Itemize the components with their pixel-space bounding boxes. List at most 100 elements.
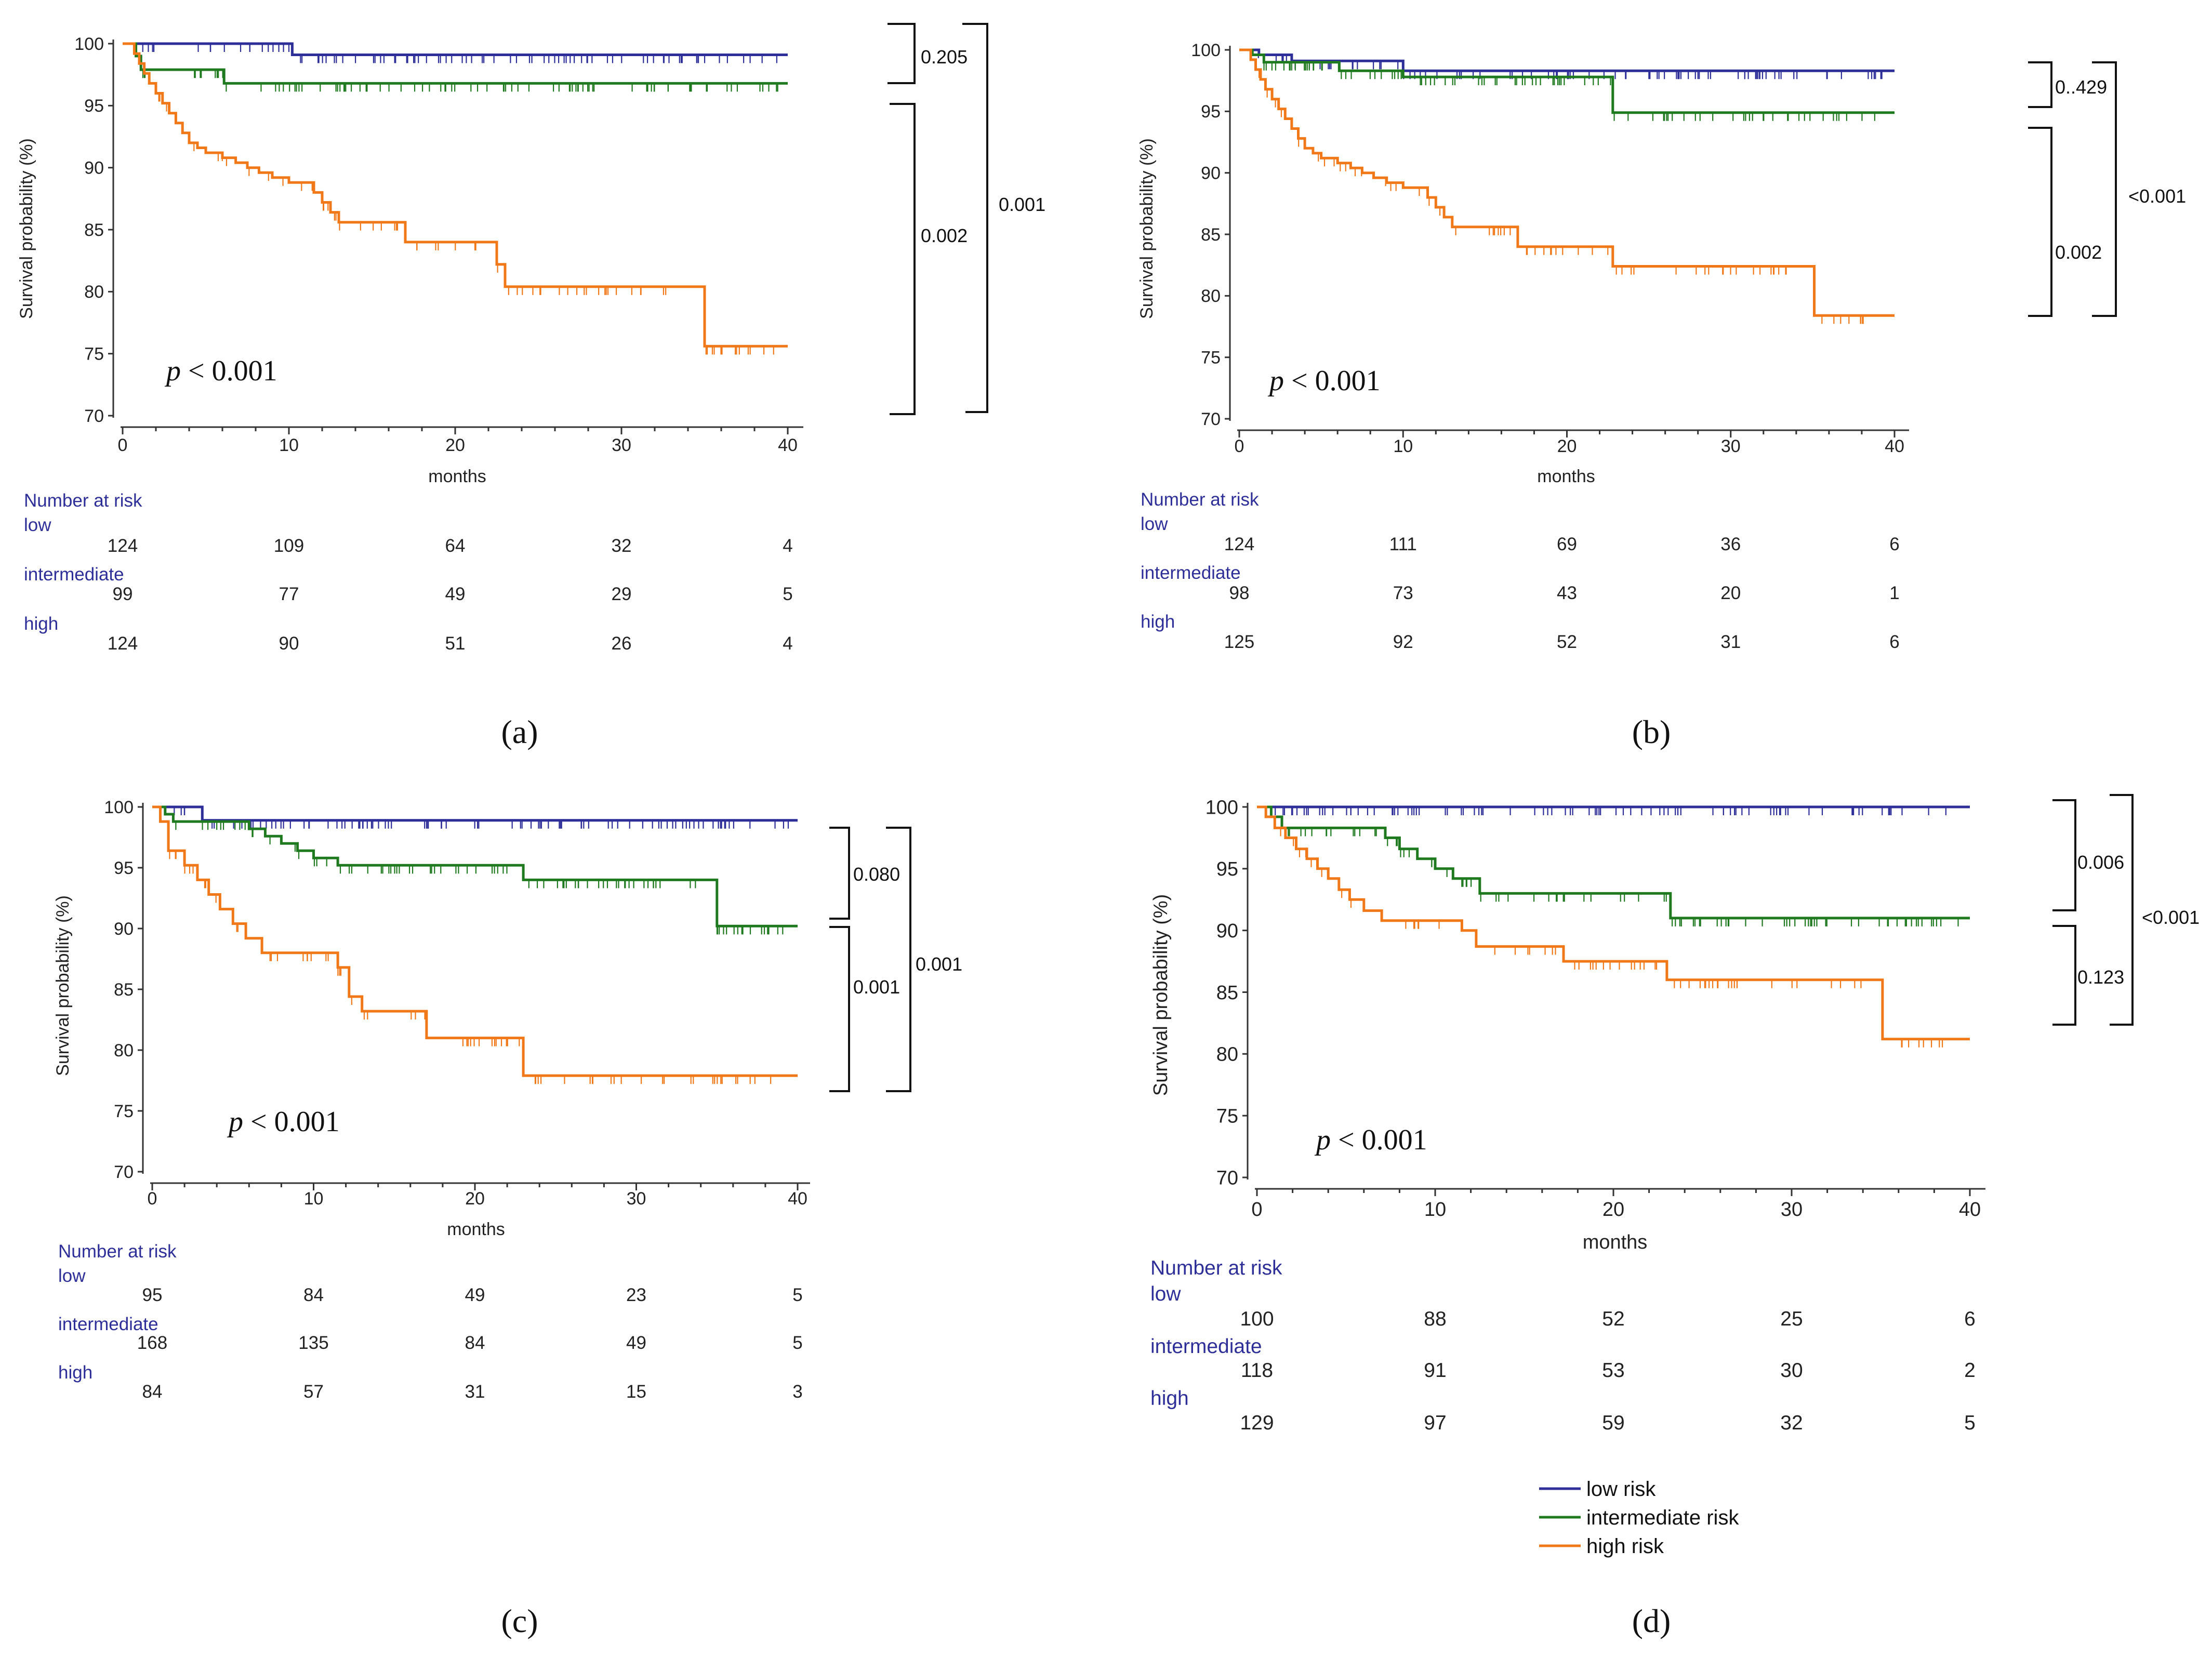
panel-a-risk-label-intermediate: intermediate (24, 564, 124, 585)
risk-count-high: 3 (792, 1382, 802, 1402)
panel-c-risk-label-intermediate: intermediate (58, 1314, 158, 1334)
risk-count-low: 64 (445, 536, 466, 556)
km-line-high (123, 42, 788, 348)
panel-d-p-value: p < 0.001 (1314, 1124, 1427, 1156)
y-tick-label: 75 (84, 344, 104, 364)
y-tick-label: 70 (1216, 1167, 1238, 1189)
y-tick-label: 80 (1201, 286, 1221, 306)
panel-b-xlabel: months (1537, 467, 1595, 486)
risk-count-intermediate: 53 (1602, 1359, 1624, 1382)
panel-a-risk-title: Number at risk (24, 491, 142, 511)
panel-d-risk-title: Number at risk (1150, 1257, 1282, 1279)
panel-c-bracket-low-high: 0.001 (886, 827, 962, 1092)
risk-count-high: 125 (1224, 632, 1254, 652)
panel-c-plot: 70 75 80 85 90 95 100 0 10 20 30 40 (104, 798, 810, 1209)
panel-b-risk-label-intermediate: intermediate (1141, 563, 1241, 583)
risk-count-low: 25 (1780, 1308, 1803, 1330)
x-tick-label: 40 (1885, 436, 1904, 456)
panel-a-bracket-low-high: 0.001 (962, 23, 1045, 413)
km-line-low (123, 42, 788, 56)
y-tick-label: 90 (1216, 920, 1238, 942)
panel-c-risk-label-high: high (58, 1362, 92, 1383)
panel-d-risk-label-intermediate: intermediate (1150, 1335, 1262, 1358)
y-tick-label: 100 (1191, 41, 1221, 60)
risk-count-high: 31 (465, 1382, 485, 1402)
risk-count-intermediate: 30 (1780, 1359, 1803, 1382)
panel-b-bracket-label-2: 0.002 (2055, 242, 2102, 263)
risk-count-intermediate: 91 (1424, 1359, 1446, 1382)
y-tick-label: 70 (114, 1162, 134, 1182)
risk-count-low: 4 (783, 536, 792, 556)
risk-count-intermediate: 73 (1393, 583, 1413, 603)
risk-count-low: 36 (1720, 534, 1741, 554)
panel-b-risk-label-low: low (1141, 514, 1168, 534)
x-tick-label: 20 (465, 1189, 485, 1209)
risk-count-intermediate: 29 (612, 584, 632, 604)
panel-a-ylabel: Survival probability (%) (17, 138, 36, 319)
panel-a-bracket-intermediate-high: 0.002 (890, 103, 968, 415)
x-tick-label: 40 (778, 435, 798, 455)
risk-count-low: 124 (1224, 534, 1254, 554)
x-tick-label: 10 (304, 1189, 324, 1209)
panel-d-bracket-label-1: 0.006 (2077, 852, 2124, 873)
km-line-low (152, 805, 798, 822)
y-tick-label: 75 (114, 1102, 134, 1121)
risk-count-intermediate: 135 (298, 1333, 328, 1353)
panel-a-risk-values: 124 109 64 32 4 99 77 49 29 5 124 90 51 26 4 (108, 536, 793, 654)
panel-c-caption: (c) (501, 1602, 538, 1639)
km-line-high (152, 805, 798, 1077)
x-tick-label: 0 (1251, 1199, 1262, 1221)
km-line-intermediate (1257, 805, 1970, 920)
panel-b-risk-values: 124 111 69 36 6 98 73 43 20 1 125 92 52 31 6 (1224, 534, 1900, 652)
panel-a-xlabel: months (428, 467, 486, 486)
panel-b-ylabel: Survival probability (%) (1137, 138, 1157, 319)
x-tick-label: 10 (1424, 1199, 1446, 1221)
risk-count-low: 6 (1964, 1308, 1976, 1330)
risk-count-intermediate: 168 (137, 1333, 167, 1353)
panel-b-p-value: p < 0.001 (1267, 365, 1381, 397)
risk-count-low: 5 (792, 1285, 802, 1305)
y-tick-label: 75 (1216, 1105, 1238, 1127)
risk-count-low: 111 (1389, 534, 1417, 554)
risk-count-high: 90 (279, 633, 299, 654)
y-tick-label: 85 (114, 980, 134, 1000)
y-tick-label: 85 (84, 220, 104, 240)
risk-count-low: 88 (1424, 1308, 1446, 1330)
panel-b-bracket-low-intermediate: 0..429 (2028, 61, 2107, 108)
km-line-intermediate (1239, 48, 1895, 114)
panel-d-risk-values: 100 88 52 25 6 118 91 53 30 2 129 97 59 32 5 (1240, 1308, 1975, 1434)
km-line-low (1239, 48, 1895, 72)
risk-count-intermediate: 5 (783, 584, 792, 604)
legend-label-low: low risk (1586, 1478, 1656, 1501)
y-tick-label: 80 (114, 1041, 134, 1061)
x-tick-label: 0 (118, 435, 128, 455)
risk-count-intermediate: 98 (1229, 583, 1250, 603)
risk-count-high: 51 (445, 633, 466, 654)
panel-c: 70 75 80 85 90 95 100 0 10 20 30 40 Survival probab… (53, 798, 962, 1639)
legend-label-high: high risk (1586, 1535, 1664, 1558)
panel-d-plot: 70 75 80 85 90 95 100 0 10 20 30 40 (1206, 797, 1985, 1221)
risk-count-high: 84 (142, 1382, 163, 1402)
risk-count-low: 69 (1557, 534, 1577, 554)
risk-count-high: 57 (303, 1382, 324, 1402)
panel-d-bracket-label-3: <0.001 (2142, 907, 2200, 928)
panel-b-bracket-low-high: <0.001 (2092, 61, 2186, 317)
x-tick-label: 30 (612, 435, 631, 455)
panel-b: 70 75 80 85 90 95 100 0 10 20 30 40 Survival probab… (1137, 41, 2186, 750)
y-tick-label: 80 (1216, 1044, 1238, 1066)
panel-a-bracket-label-3: 0.001 (999, 194, 1045, 215)
x-tick-label: 0 (1235, 436, 1244, 456)
panel-b-caption: (b) (1632, 713, 1671, 750)
risk-count-low: 52 (1602, 1308, 1624, 1330)
panel-a: 70 75 80 85 90 95 100 0 10 20 30 40 Survival probab… (17, 23, 1045, 750)
x-tick-label: 10 (1393, 436, 1413, 456)
panel-d-bracket-label-2: 0.123 (2077, 966, 2124, 988)
legend: low risk intermediate risk high risk (1539, 1478, 1739, 1558)
km-line-intermediate (152, 805, 798, 927)
x-tick-label: 30 (627, 1189, 646, 1209)
panel-d-risk-label-high: high (1150, 1387, 1189, 1410)
x-tick-label: 40 (1959, 1199, 1981, 1221)
x-tick-label: 20 (445, 435, 465, 455)
y-tick-label: 100 (74, 34, 104, 54)
